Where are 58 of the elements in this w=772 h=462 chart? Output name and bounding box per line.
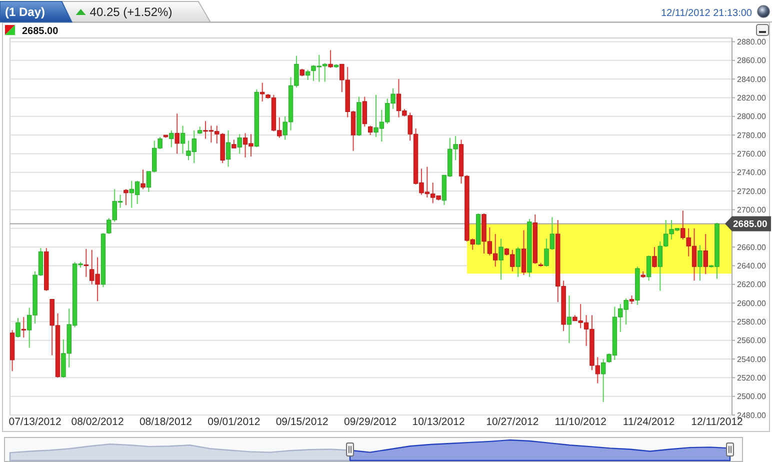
candlestick: [652, 246, 657, 268]
x-tick-label: 09/01/2012: [208, 416, 260, 428]
y-tick-label: 2860.00: [737, 56, 766, 66]
y-tick-label: 2620.00: [737, 280, 766, 290]
text: 2685.00: [22, 26, 59, 37]
candlestick: [362, 96, 367, 128]
y-tick-label: 2800.00: [737, 112, 766, 122]
candlestick: [703, 233, 708, 275]
y-tick-label: 2580.00: [737, 317, 766, 326]
candlestick: [646, 254, 652, 282]
y-tick-label: 2720.00: [737, 186, 766, 196]
candlestick: [516, 246, 520, 278]
candlestick: [260, 82, 265, 102]
ref-line-label: 2685.00: [733, 219, 768, 230]
x-tick-label: 08/02/2012: [71, 416, 124, 428]
candlestick: [140, 169, 146, 190]
candlestick: [180, 125, 186, 154]
candlestick: [174, 113, 180, 154]
x-tick-label: 10/13/2012: [412, 416, 465, 428]
chart-title: (1 Day): [5, 5, 46, 19]
x-tick-label: 08/18/2012: [139, 416, 192, 428]
candlestick: [237, 134, 242, 154]
candlestick: [169, 130, 174, 148]
x-tick-label: 09/15/2012: [276, 416, 329, 428]
x-tick-label: 10/27/2012: [486, 416, 539, 428]
candlestick: [368, 125, 373, 136]
candlestick: [21, 316, 26, 338]
candlestick: [698, 244, 702, 282]
y-tick-label: 2640.00: [737, 261, 766, 270]
y-tick-label: 2600.00: [737, 298, 766, 308]
x-tick-label: 07/13/2012: [8, 416, 62, 428]
candlestick: [124, 188, 128, 206]
candlestick: [16, 317, 20, 338]
y-tick-label: 2540.00: [737, 354, 766, 364]
y-tick-label: 2820.00: [737, 94, 766, 103]
y-tick-label: 2660.00: [737, 242, 766, 252]
y-tick-label: 2760.00: [737, 150, 766, 159]
y-tick-label: 2880.00: [737, 38, 766, 47]
y-tick-label: 2560.00: [737, 336, 766, 346]
candlestick: [305, 69, 310, 80]
candlestick: [328, 50, 333, 68]
y-tick-label: 2740.00: [737, 168, 766, 178]
x-tick-label: 11/10/2012: [554, 416, 607, 428]
y-tick-label: 2780.00: [737, 130, 766, 140]
text: 40.25 (+1.52%): [90, 5, 172, 19]
text: 12/11/2012 21:13:00: [660, 8, 752, 19]
y-tick-label: 2520.00: [737, 373, 766, 382]
candlestick: [600, 358, 606, 402]
candlestick: [226, 130, 231, 168]
candlestick: [498, 238, 504, 280]
candlestick: [84, 248, 89, 278]
y-tick-label: 2840.00: [737, 74, 766, 84]
candlestick: [521, 230, 526, 276]
y-tick-label: 2700.00: [737, 206, 766, 215]
y-tick-label: 2500.00: [737, 392, 766, 402]
x-tick-label: 11/24/2012: [622, 416, 675, 428]
candlestick: [566, 295, 572, 344]
x-tick-label: 09/29/2012: [344, 416, 397, 428]
